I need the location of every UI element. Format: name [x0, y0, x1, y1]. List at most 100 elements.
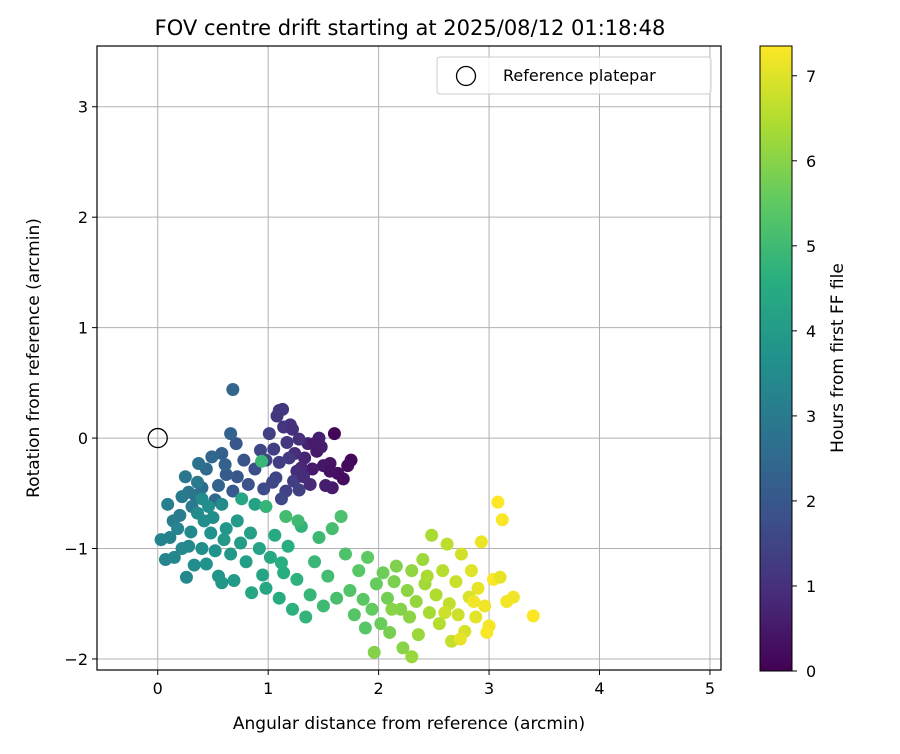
data-point [334, 509, 348, 523]
data-point [215, 497, 229, 511]
data-point [226, 484, 240, 498]
data-point [454, 547, 468, 561]
data-point [327, 427, 341, 441]
data-point [352, 564, 366, 578]
data-point [303, 588, 317, 602]
data-point [453, 632, 467, 646]
data-point [230, 470, 244, 484]
colorbar: 0 1 2 3 4 5 6 7 Hours from first FF file [759, 45, 848, 681]
data-point [255, 454, 269, 468]
reference-marker [147, 427, 168, 449]
data-point [259, 500, 273, 514]
data-point [471, 581, 485, 595]
data-point [405, 650, 419, 664]
data-point [429, 588, 443, 602]
data-point [229, 437, 243, 451]
data-point [385, 602, 399, 616]
y-tick-label: −1 [64, 540, 88, 559]
data-point [272, 591, 286, 605]
data-point [227, 574, 241, 588]
x-axis-ticks: 0 1 2 3 4 5 [153, 670, 715, 698]
data-points [154, 382, 540, 664]
data-point [256, 568, 270, 582]
data-point [420, 569, 434, 583]
data-point [298, 451, 312, 465]
data-point [387, 575, 401, 589]
data-point [205, 450, 219, 464]
data-point [321, 569, 335, 583]
data-point [252, 542, 266, 556]
colorbar-tick-label: 7 [806, 67, 816, 86]
data-point [245, 586, 259, 600]
colorbar-tick-label: 3 [806, 407, 816, 426]
data-point [396, 641, 410, 655]
data-point [187, 558, 201, 572]
data-point [263, 550, 277, 564]
data-point [179, 570, 193, 584]
data-point [380, 591, 394, 605]
data-point [281, 539, 295, 553]
data-point [367, 645, 381, 659]
data-point [192, 456, 206, 470]
data-point [178, 470, 192, 484]
y-tick-label: 2 [78, 208, 88, 227]
data-point [467, 595, 481, 609]
data-point [312, 530, 326, 544]
data-point [211, 479, 225, 493]
data-point [376, 566, 390, 580]
data-point [374, 617, 388, 631]
x-tick-label: 3 [484, 679, 494, 698]
data-point [184, 525, 198, 539]
data-point [191, 475, 205, 489]
x-tick-label: 0 [153, 679, 163, 698]
grid [97, 46, 721, 670]
data-point [241, 477, 255, 491]
data-point [244, 526, 258, 540]
x-axis-label: Angular distance from reference (arcmin) [233, 714, 585, 734]
data-point [195, 492, 209, 506]
data-point [440, 537, 454, 551]
data-point [464, 564, 478, 578]
data-point [280, 435, 294, 449]
data-point [248, 497, 262, 511]
data-point [234, 536, 248, 550]
data-point [316, 599, 330, 613]
data-point [274, 556, 288, 570]
data-point [182, 539, 196, 553]
colorbar-gradient [759, 45, 793, 672]
legend-entry-label: Reference platepar [503, 66, 656, 85]
data-point [230, 514, 244, 528]
data-point [175, 490, 189, 504]
data-point [237, 453, 251, 467]
data-point [195, 542, 209, 556]
data-point [361, 550, 375, 564]
y-tick-label: 3 [78, 98, 88, 117]
data-point [290, 572, 304, 586]
legend-open-circle-icon [455, 65, 477, 87]
data-point [208, 544, 222, 558]
data-point [272, 455, 286, 469]
data-point [291, 514, 305, 528]
data-point [411, 628, 425, 642]
colorbar-ticks: 0 1 2 3 4 5 6 7 [792, 67, 816, 681]
data-point [325, 522, 339, 536]
data-point [469, 610, 483, 624]
data-point [282, 451, 296, 465]
x-tick-label: 1 [263, 679, 273, 698]
data-point [493, 570, 507, 584]
data-point [491, 495, 505, 509]
data-point [480, 625, 494, 639]
data-point [449, 575, 463, 589]
data-point [383, 625, 397, 639]
data-point [274, 492, 288, 506]
chart-title: FOV centre drift starting at 2025/08/12 … [155, 16, 666, 40]
data-point [279, 509, 293, 523]
y-tick-label: 1 [78, 319, 88, 338]
data-point [292, 483, 306, 497]
y-tick-label: 0 [78, 429, 88, 448]
data-point [239, 555, 253, 569]
data-point [416, 553, 430, 567]
x-tick-label: 2 [374, 679, 384, 698]
colorbar-tick-label: 5 [806, 237, 816, 256]
